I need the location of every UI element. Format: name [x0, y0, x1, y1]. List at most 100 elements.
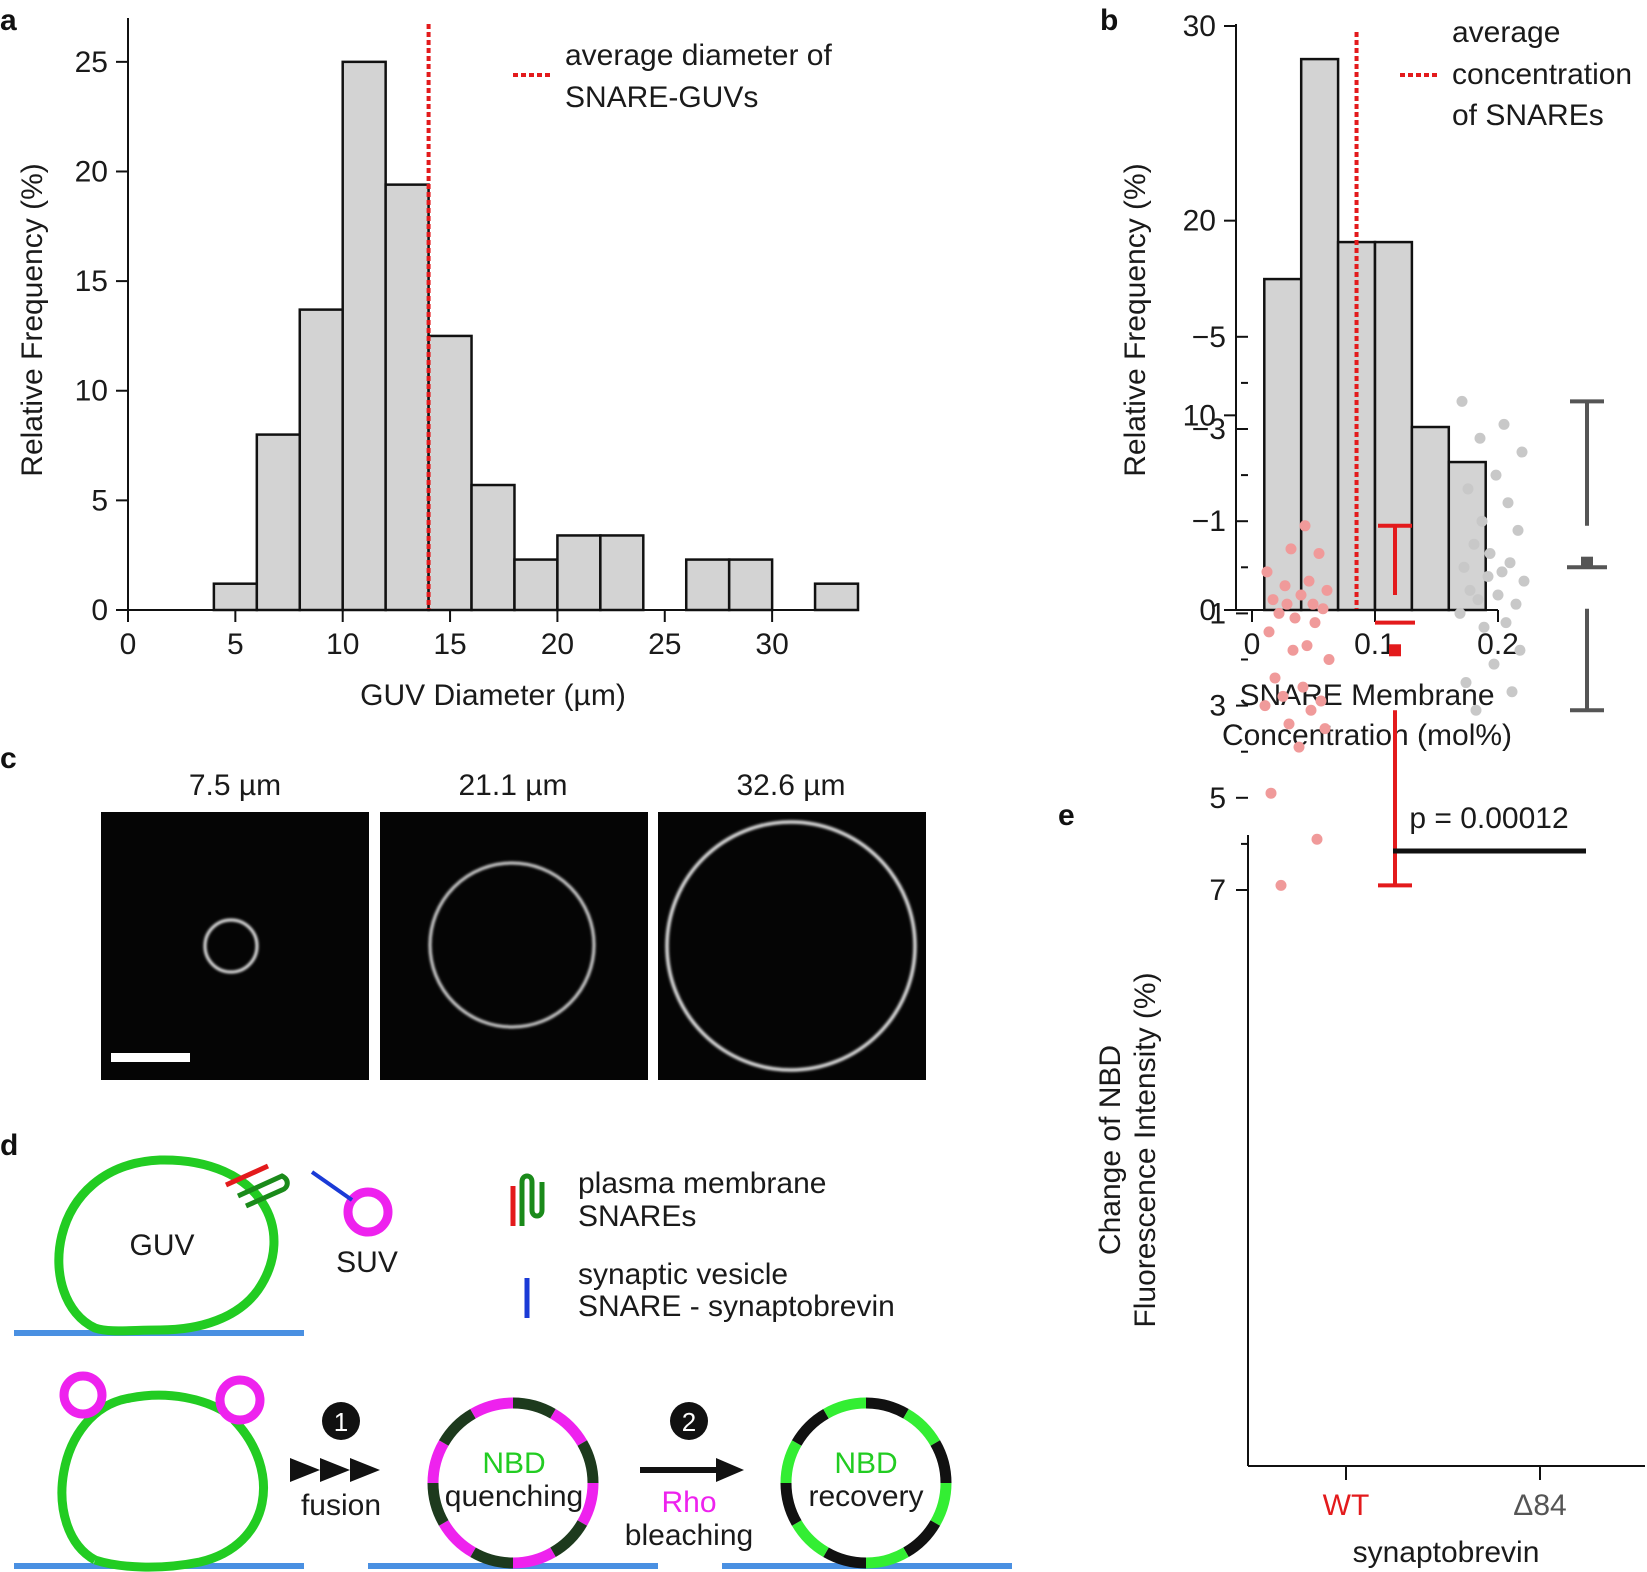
ring-recovery [780, 1397, 952, 1569]
chart-a-y-label: Relative Frequency (%) [16, 163, 49, 476]
chart-e-point-1-21 [1502, 497, 1514, 509]
step-1-badge [322, 1402, 360, 1440]
chart-e-point-1-10 [1492, 589, 1504, 601]
ring-quenching-segment-3 [577, 1482, 599, 1526]
chart-e-point-0-18 [1273, 607, 1285, 619]
micrograph-2 [380, 812, 648, 1080]
chart-e-point-0-1 [1311, 833, 1323, 845]
chart-e-point-1-16 [1504, 557, 1516, 569]
step-2-number: 2 [682, 1407, 696, 1437]
chart-a-bar-1 [255, 433, 302, 612]
synaptobrevin [310, 1170, 354, 1202]
chart-e-point-1-24 [1516, 446, 1528, 458]
micrograph-3-vesicle [665, 820, 917, 1072]
chart-a-bar-12 [727, 558, 774, 612]
chart-e-point-0-10 [1297, 681, 1309, 693]
chart-a: 0 5 10 15 20 25 30 0 5 10 15 20 25 GUV Diameter (µm… [16, 18, 860, 712]
ring-quenching-segment-5 [512, 1547, 556, 1569]
chart-e-point-0-7 [1259, 700, 1271, 712]
chart-e-point-1-13 [1482, 571, 1494, 583]
ring-quenching-segment-10 [438, 1408, 476, 1446]
fusion-arrows-icon [290, 1458, 380, 1482]
scale-bar [111, 1053, 190, 1062]
chart-e-point-1-12 [1518, 575, 1530, 587]
chart-e-point-0-25 [1279, 580, 1291, 592]
chart-a-bar-4 [384, 183, 430, 612]
chart-a-ytick-label-0: 0 [91, 594, 108, 627]
chart-e-point-1-8 [1510, 598, 1522, 610]
ring-quenching-segment-0 [512, 1397, 556, 1419]
chart-e-mean-0 [1389, 644, 1401, 657]
chart-a-ytick-label-3: 15 [75, 265, 108, 298]
chart-a-legend-line1: average diameter of [565, 39, 832, 72]
chart-e-point-1-26 [1498, 418, 1510, 430]
ring-quenching [427, 1397, 599, 1569]
chart-e-point-1-4 [1514, 644, 1526, 656]
chart-e-point-1-3 [1488, 658, 1500, 670]
ring-quenching-segment-11 [470, 1397, 514, 1419]
chart-e-ytick-label-0: 7 [1209, 874, 1226, 907]
micrograph-1 [101, 812, 369, 1080]
chart-b-y-ticks: 0 10 20 30 [1183, 10, 1236, 627]
panel-a-letter: a [0, 4, 17, 37]
chart-a-bar-5 [427, 334, 473, 612]
bleaching-arrow-icon [716, 1458, 744, 1482]
chart-e-point-0-20 [1281, 598, 1293, 610]
chart-a-legend-line2: SNARE-GUVs [565, 81, 758, 114]
chart-e-point-1-17 [1484, 547, 1496, 559]
chart-a-x-label: GUV Diameter (µm) [360, 679, 626, 712]
chart-a-xtick-label-2: 10 [326, 628, 359, 661]
chart-e-point-1-23 [1490, 469, 1502, 481]
chart-e-point-0-2 [1265, 787, 1277, 799]
chart-e-point-1-22 [1462, 483, 1474, 495]
ring-recovery-segment-6 [823, 1547, 867, 1569]
chart-e-point-0-15 [1263, 626, 1275, 638]
chart-e-point-0-21 [1307, 598, 1319, 610]
chart-e-point-1-15 [1458, 561, 1470, 573]
micrograph-3 [658, 812, 926, 1080]
ring-recovery-segment-5 [865, 1547, 909, 1569]
chart-b-bars [1263, 57, 1487, 612]
chart-e-point-0-29 [1285, 543, 1297, 555]
chart-e-ytick-label-2: 3 [1209, 690, 1226, 723]
chart-e-point-0-6 [1305, 704, 1317, 716]
chart-e-point-0-26 [1303, 575, 1315, 587]
ring-recovery-segment-2 [930, 1440, 952, 1484]
chart-e-point-1-25 [1474, 432, 1486, 444]
chart-a-xtick-label-6: 30 [755, 628, 788, 661]
chart-e-point-1-14 [1496, 566, 1508, 578]
ring-quenching-segment-8 [427, 1482, 449, 1526]
chart-a-bar-8 [556, 534, 602, 612]
step-2-rho-label: Rho [661, 1486, 716, 1519]
chart-e-point-0-22 [1267, 594, 1279, 606]
chart-a-xtick-label-3: 15 [433, 628, 466, 661]
chart-a-bar-9 [599, 534, 645, 612]
chart-e-point-0-8 [1315, 695, 1327, 707]
ring-recovery-segment-11 [823, 1397, 867, 1419]
ring-recovery-segment-1 [903, 1408, 941, 1446]
chart-e-point-1-5 [1478, 621, 1490, 633]
chart-e-point-1-20 [1476, 515, 1488, 527]
chart-b-ytick-label-2: 20 [1183, 205, 1216, 238]
legend-sv-line2: SNARE - synaptobrevin [578, 1290, 895, 1323]
chart-e-point-0-27 [1261, 566, 1273, 578]
ring-recovery-segment-0 [865, 1397, 909, 1419]
chart-e-point-1-27 [1456, 395, 1468, 407]
chart-e-point-0-5 [1283, 718, 1295, 730]
micrograph-1-label: 7.5 µm [189, 769, 281, 802]
micrograph-2-label: 21.1 µm [459, 769, 568, 802]
chart-b-bar-1 [1299, 57, 1340, 612]
chart-a-bar-11 [684, 558, 731, 612]
chart-e-point-0-11 [1269, 672, 1281, 684]
quenching-label: quenching [445, 1480, 583, 1513]
panel-e-letter: e [1058, 799, 1075, 832]
chart-e-point-0-24 [1321, 584, 1333, 596]
chart-e-ytick-label-4: −1 [1192, 505, 1226, 538]
legend-sv-line1: synaptic vesicle [578, 1258, 788, 1291]
chart-e-ytick-label-5: −3 [1192, 413, 1226, 446]
ring-quenching-segment-2 [577, 1440, 599, 1484]
chart-b-ytick-label-3: 30 [1183, 10, 1216, 43]
chart-a-bars [212, 60, 860, 612]
ring-recovery-segment-8 [780, 1482, 802, 1526]
